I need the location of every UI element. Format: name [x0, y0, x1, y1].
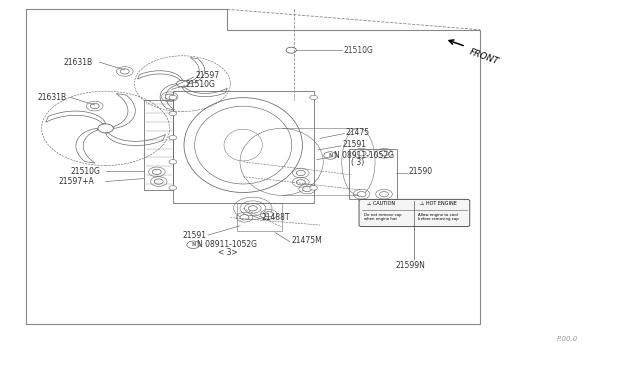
Circle shape	[357, 151, 366, 156]
Circle shape	[169, 135, 177, 140]
Circle shape	[303, 186, 312, 192]
Text: 21591: 21591	[342, 140, 367, 149]
Text: 21590: 21590	[408, 167, 433, 176]
Text: N 08911-1052G: N 08911-1052G	[334, 151, 394, 160]
Text: N 08911-1052G: N 08911-1052G	[197, 240, 257, 249]
Circle shape	[286, 47, 296, 53]
Circle shape	[380, 151, 388, 156]
Text: N: N	[328, 153, 332, 158]
Circle shape	[169, 111, 177, 116]
Circle shape	[169, 160, 177, 164]
Text: 21475M: 21475M	[291, 236, 322, 245]
Circle shape	[120, 69, 129, 74]
Circle shape	[380, 192, 388, 197]
Text: < 3>: < 3>	[218, 248, 237, 257]
Circle shape	[264, 212, 273, 217]
Text: 21591: 21591	[182, 231, 206, 240]
Text: 21510G: 21510G	[186, 80, 216, 89]
Text: 21475: 21475	[346, 128, 370, 137]
Text: N: N	[191, 242, 195, 247]
Text: 21488T: 21488T	[261, 213, 290, 222]
Text: 21599N: 21599N	[395, 262, 425, 270]
Text: ( 3): ( 3)	[351, 158, 364, 167]
Text: 21510G: 21510G	[344, 46, 374, 55]
Text: 21597+A: 21597+A	[59, 177, 95, 186]
Circle shape	[296, 180, 305, 185]
Circle shape	[324, 152, 337, 159]
Circle shape	[296, 170, 305, 176]
Circle shape	[310, 186, 317, 190]
Text: 21510G: 21510G	[70, 167, 100, 176]
Text: 21631B: 21631B	[37, 93, 67, 102]
Text: ⚠ HOT ENGINE: ⚠ HOT ENGINE	[420, 201, 456, 206]
Text: FRONT: FRONT	[468, 48, 500, 67]
Circle shape	[169, 186, 177, 190]
Circle shape	[187, 241, 200, 248]
Text: 21631B: 21631B	[64, 58, 93, 67]
Text: ⚠ CAUTION: ⚠ CAUTION	[367, 201, 395, 206]
Text: Allow engine to cool
before removing cap: Allow engine to cool before removing cap	[418, 213, 458, 221]
Circle shape	[165, 94, 174, 99]
Text: Do not remove cap
when engine hot: Do not remove cap when engine hot	[364, 213, 402, 221]
Circle shape	[169, 95, 177, 100]
Circle shape	[152, 169, 161, 174]
Circle shape	[310, 95, 317, 100]
FancyBboxPatch shape	[359, 199, 470, 227]
Circle shape	[90, 103, 99, 109]
Circle shape	[357, 192, 366, 197]
Text: P.00.0: P.00.0	[557, 336, 578, 341]
Circle shape	[240, 215, 249, 220]
Text: 21597: 21597	[195, 71, 220, 80]
Circle shape	[154, 179, 163, 184]
Circle shape	[248, 206, 257, 211]
